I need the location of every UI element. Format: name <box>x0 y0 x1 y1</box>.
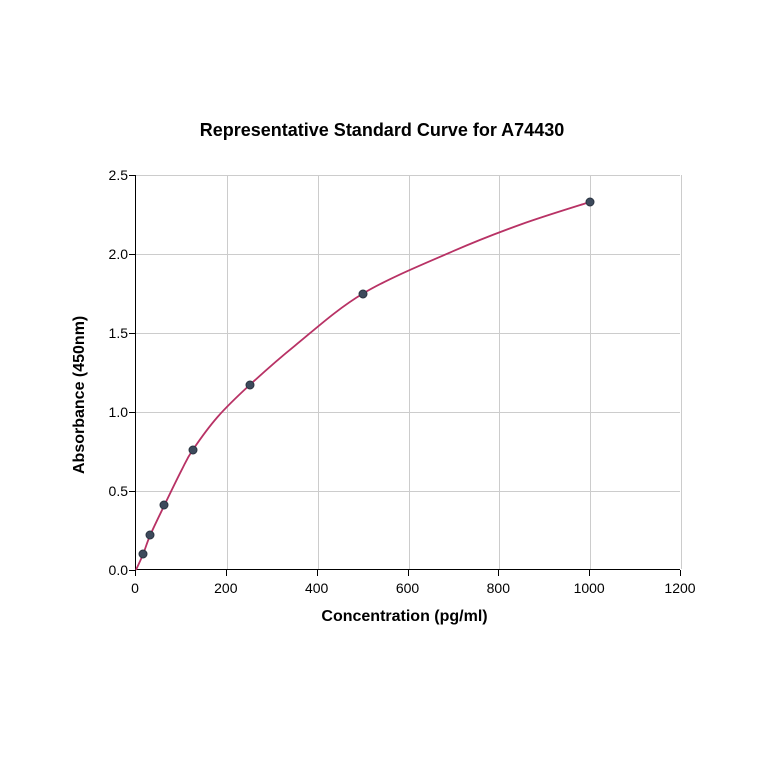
y-tick-mark <box>129 570 135 571</box>
data-point <box>146 531 155 540</box>
x-tick-label: 1200 <box>664 580 695 596</box>
x-tick-mark <box>408 570 409 576</box>
data-point <box>160 501 169 510</box>
y-tick-label: 1.5 <box>100 325 128 341</box>
y-tick-label: 2.0 <box>100 246 128 262</box>
y-tick-mark <box>129 175 135 176</box>
curve-line <box>136 175 680 569</box>
data-point <box>188 445 197 454</box>
y-tick-label: 0.5 <box>100 483 128 499</box>
x-tick-mark <box>498 570 499 576</box>
x-tick-label: 1000 <box>574 580 605 596</box>
y-tick-label: 0.0 <box>100 562 128 578</box>
y-tick-mark <box>129 254 135 255</box>
data-point <box>586 197 595 206</box>
y-tick-label: 1.0 <box>100 404 128 420</box>
x-tick-mark <box>589 570 590 576</box>
y-tick-mark <box>129 333 135 334</box>
grid-line-vertical <box>681 175 682 569</box>
x-tick-label: 400 <box>305 580 328 596</box>
x-tick-label: 200 <box>214 580 237 596</box>
x-tick-mark <box>226 570 227 576</box>
x-axis-label: Concentration (pg/ml) <box>132 608 677 626</box>
x-tick-label: 800 <box>487 580 510 596</box>
y-tick-label: 2.5 <box>100 167 128 183</box>
x-tick-label: 0 <box>131 580 139 596</box>
chart-title: Representative Standard Curve for A74430 <box>0 120 764 141</box>
plot-area <box>135 175 680 570</box>
x-tick-label: 600 <box>396 580 419 596</box>
y-axis-label: Absorbance (450nm) <box>71 274 89 474</box>
data-point <box>245 381 254 390</box>
data-point <box>139 550 148 559</box>
x-tick-mark <box>317 570 318 576</box>
y-tick-mark <box>129 412 135 413</box>
x-tick-mark <box>680 570 681 576</box>
data-point <box>359 289 368 298</box>
y-tick-mark <box>129 491 135 492</box>
x-tick-mark <box>135 570 136 576</box>
